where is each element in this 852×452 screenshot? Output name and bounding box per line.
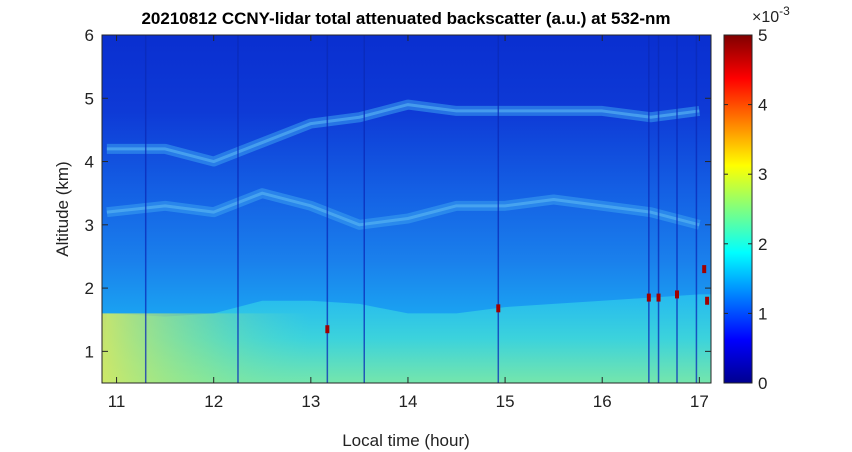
colorbar-gradient xyxy=(723,34,753,384)
x-axis: 11 12 13 14 15 16 17 xyxy=(108,35,709,411)
x-tick-label: 17 xyxy=(690,392,709,411)
colorbar: 0 1 2 3 4 5 ×10-3 xyxy=(723,4,790,393)
cloud-point xyxy=(325,325,330,334)
cloud-point xyxy=(496,304,501,313)
y-tick-label: 1 xyxy=(85,342,94,361)
plot-area xyxy=(102,35,711,383)
colorbar-tick-label: 5 xyxy=(758,26,767,45)
y-axis-label: Altitude (km) xyxy=(53,161,72,256)
x-tick-label: 14 xyxy=(398,392,417,411)
x-tick-label: 12 xyxy=(204,392,223,411)
colorbar-exponent: ×10-3 xyxy=(752,4,790,26)
y-tick-label: 6 xyxy=(85,26,94,45)
chart-title: 20210812 CCNY-lidar total attenuated bac… xyxy=(141,9,670,28)
cloud-point xyxy=(646,293,651,302)
surface-glow xyxy=(102,313,311,383)
y-axis: 1 2 3 4 5 6 xyxy=(85,26,711,361)
cloud-point xyxy=(702,265,707,274)
plot-frame xyxy=(101,34,712,384)
x-tick-label: 13 xyxy=(301,392,320,411)
cloud-point xyxy=(675,290,680,299)
colorbar-exponent-power: -3 xyxy=(779,4,790,18)
y-tick-label: 5 xyxy=(85,89,94,108)
x-tick-label: 11 xyxy=(108,392,126,411)
colorbar-tick-label: 2 xyxy=(758,235,767,254)
x-tick-label: 15 xyxy=(496,392,515,411)
aerosol-layer-core xyxy=(106,103,700,164)
colorbar-exponent-base: ×10 xyxy=(752,9,779,26)
x-tick-label: 16 xyxy=(593,392,612,411)
x-axis-label: Local time (hour) xyxy=(342,431,470,450)
colorbar-tick-label: 0 xyxy=(758,374,767,393)
colorbar-tick-label: 3 xyxy=(758,165,767,184)
y-tick-label: 3 xyxy=(85,216,94,235)
colorbar-tick-label: 1 xyxy=(758,304,767,323)
y-tick-label: 4 xyxy=(85,153,94,172)
y-tick-label: 2 xyxy=(85,279,94,298)
cloud-point xyxy=(656,293,661,302)
aerosol-layer-core xyxy=(106,191,700,227)
colorbar-tick-label: 4 xyxy=(758,96,767,115)
cloud-point xyxy=(705,296,710,305)
